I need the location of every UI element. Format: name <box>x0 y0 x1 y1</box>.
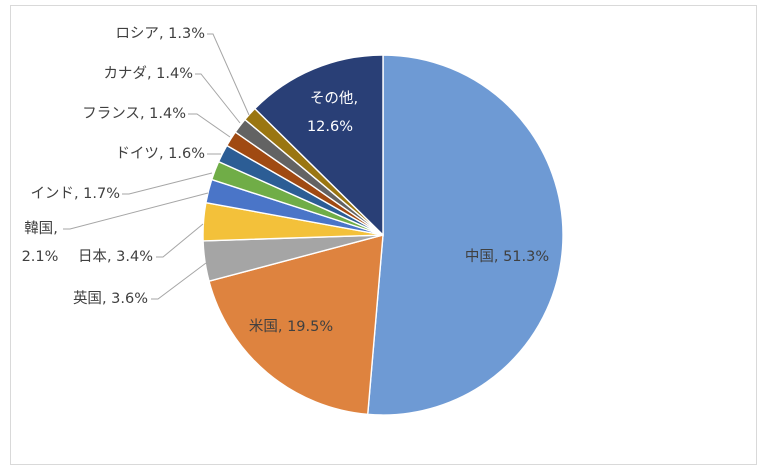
data-labels: 中国, 51.3% 米国, 19.5% 英国, 3.6% 日本, 3.4% 韓国, 2.1… <box>22 26 550 335</box>
data-label-category: 韓国 <box>24 220 53 237</box>
pie-slices <box>202 54 564 416</box>
pie-slice <box>208 234 384 416</box>
data-label: カナダ, 1.4% <box>103 65 193 82</box>
data-label-value: , 3.4% <box>107 249 153 265</box>
data-label-value: 2.1% <box>22 249 59 265</box>
data-label-category: カナダ <box>103 65 147 82</box>
leader-line <box>195 73 241 124</box>
data-label: 韓国, 2.1% <box>22 220 59 265</box>
data-label-value: , 3.6% <box>102 291 148 307</box>
data-label-value: , 1.4% <box>147 66 193 82</box>
leader-line <box>207 33 250 116</box>
leader-line <box>151 262 207 300</box>
pie-slice <box>366 54 564 416</box>
leader-line <box>122 172 213 195</box>
data-label-category: ロシア <box>115 26 159 42</box>
leader-line <box>188 113 231 138</box>
leader-line <box>63 192 209 230</box>
data-label-value: , 1.6% <box>159 146 205 162</box>
data-label-value: , 1.7% <box>74 186 120 202</box>
leader-lines <box>63 33 250 300</box>
data-label: その他, 12.6% <box>307 90 358 135</box>
data-label-value: , 51.3% <box>494 249 549 265</box>
data-label: ロシア, 1.3% <box>115 26 205 42</box>
data-label: インド, 1.7% <box>30 186 120 202</box>
data-label-category: ドイツ <box>115 146 159 162</box>
data-label-value: , 1.4% <box>140 106 186 122</box>
data-label: 日本, 3.4% <box>78 248 153 265</box>
data-label: ドイツ, 1.6% <box>115 146 205 162</box>
data-label-category: 英国 <box>73 289 102 307</box>
data-label-category: その他 <box>310 90 354 107</box>
data-label-category: インド <box>30 186 74 202</box>
data-label-category: 日本 <box>78 248 107 265</box>
data-label-value: 12.6% <box>307 119 353 135</box>
data-label: 米国, 19.5% <box>249 318 333 335</box>
data-label-line: その他, <box>310 90 358 107</box>
data-label: 英国, 3.6% <box>73 289 148 307</box>
data-label-category: フランス <box>82 106 140 122</box>
data-label-category: 米国 <box>249 318 278 335</box>
data-label-value: , 1.3% <box>159 26 205 42</box>
pie-slice <box>253 54 384 237</box>
data-label-value: , 19.5% <box>278 319 333 335</box>
data-label-category: 中国 <box>465 248 494 265</box>
leader-line <box>156 223 204 258</box>
data-label: フランス, 1.4% <box>82 106 186 122</box>
data-label-line: 韓国, <box>24 220 58 237</box>
data-label: 中国, 51.3% <box>465 248 549 265</box>
